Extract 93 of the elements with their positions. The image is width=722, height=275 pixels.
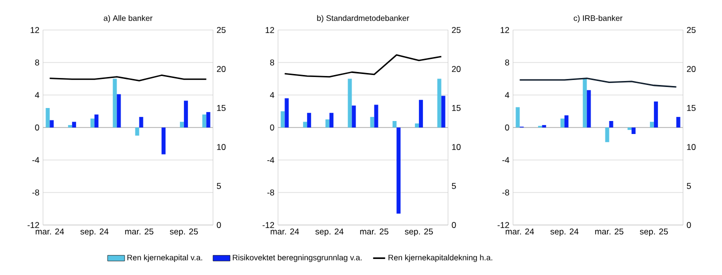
y-tick-label: 4 [270,92,274,98]
y2-tick-label: 15 [217,105,226,111]
y-tick-label: -4 [32,157,40,163]
y2-tick-label: 20 [686,66,696,72]
bar [650,122,654,128]
y-tick-label: 0 [270,124,274,130]
bar [582,78,587,128]
y-tick-label: 12 [500,27,510,33]
y2-tick-label: 10 [217,144,226,150]
x-tick-label: sep. 25 [404,228,433,236]
bar [202,114,206,128]
bar [348,78,352,128]
x-tick-label: mar. 24 [36,228,64,235]
y2-tick-label: 10 [452,144,461,150]
bar [307,112,312,128]
x-tick-label: mar. 24 [506,228,534,235]
y2-tick-label: 10 [687,144,696,150]
bar [139,116,144,128]
y2-tick-label: 0 [452,222,456,228]
x-tick-label: mar. 24 [270,228,299,235]
bar [560,118,564,128]
y-tick-label: 4 [34,92,40,98]
bar [94,114,98,128]
bar [609,121,614,128]
bar [352,106,356,128]
y-tick-label: -12 [262,222,274,228]
x-tick-label: sep. 24 [80,228,108,236]
y2-tick-label: 5 [452,183,456,189]
bar [180,122,184,128]
y2-tick-label: 25 [452,27,461,33]
y2-tick-label: 20 [216,66,226,72]
x-tick-label: mar. 25 [595,228,624,235]
line-series [284,54,442,78]
y-tick-label: 8 [505,60,510,66]
bar [516,107,520,128]
x-tick-label: sep. 24 [550,228,578,236]
bar [374,104,378,128]
bar [392,121,397,128]
bar [284,98,289,128]
y2-tick-label: 25 [686,27,696,33]
bar [370,116,374,128]
bar [50,120,54,128]
y-tick-label: 4 [504,92,510,98]
y2-tick-label: 0 [686,222,691,228]
bar [206,112,210,128]
y-tick-label: -12 [28,222,40,228]
y-tick-label: 0 [35,124,40,130]
bar [162,128,166,154]
y-tick-label: -12 [498,222,510,228]
bar [441,96,446,128]
y2-tick-label: 0 [216,222,221,228]
bar [414,123,419,128]
bar [184,100,188,128]
y2-tick-label: 15 [687,105,696,111]
bar [325,119,330,128]
bar [116,94,121,128]
bar [46,108,50,128]
bar [676,116,680,128]
y-tick-label: -8 [267,190,274,196]
bar [418,100,423,128]
bar [329,112,334,128]
x-tick-label: mar. 25 [125,228,154,235]
bar [632,128,636,134]
y2-tick-label: 25 [216,27,226,33]
bar [280,111,285,128]
y-tick-label: 0 [505,124,510,130]
bar [396,128,401,214]
y-tick-label: -8 [502,190,510,196]
bar [303,122,308,128]
y2-tick-label: 5 [686,183,691,189]
x-tick-label: mar. 25 [360,228,388,235]
y2-tick-label: 15 [452,105,461,111]
y2-tick-label: 20 [452,66,461,72]
y-tick-label: -4 [502,157,510,163]
bar [135,128,140,136]
y-tick-label: -4 [267,157,274,163]
x-tick-label: sep. 25 [640,228,668,236]
y2-tick-label: 5 [216,183,221,189]
bar [564,115,568,128]
y-tick-label: 8 [270,60,274,66]
bar [72,122,76,128]
x-tick-label: sep. 25 [170,228,198,236]
bar [437,78,442,128]
y-tick-label: 12 [266,27,274,33]
y-tick-label: -8 [32,190,40,196]
bar [654,102,658,128]
y-tick-label: 8 [35,60,40,66]
bar [112,78,117,128]
bar [605,128,610,142]
y-tick-label: 12 [30,27,40,33]
bar [90,118,94,128]
bar [586,90,591,128]
x-tick-label: sep. 24 [315,228,344,236]
